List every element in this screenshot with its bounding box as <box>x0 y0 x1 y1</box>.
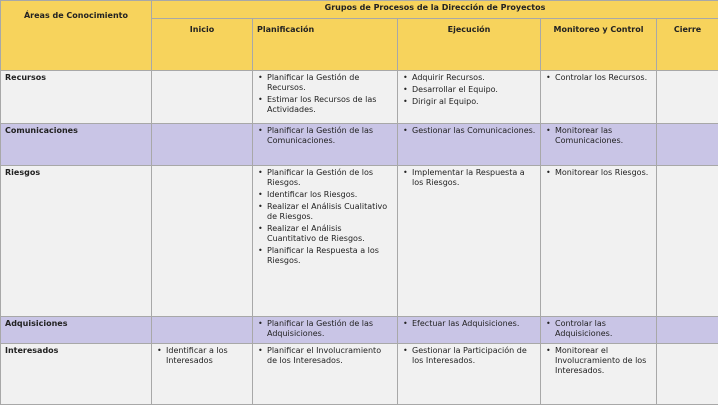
process-item: Planificar la Gestión de los Riesgos. <box>267 168 393 188</box>
header-column: Inicio <box>152 19 253 71</box>
process-cell <box>657 317 718 344</box>
process-cell <box>657 124 718 166</box>
header-column: Ejecución <box>398 19 541 71</box>
process-item: Monitorear el Involucramiento de los Int… <box>555 346 652 376</box>
process-cell: Monitorear los Riesgos. <box>541 166 657 317</box>
header-column: Monitoreo y Control <box>541 19 657 71</box>
area-name: Riesgos <box>1 166 152 317</box>
process-cell <box>657 344 718 405</box>
area-name: Recursos <box>1 71 152 124</box>
process-cell: Planificar la Gestión de las Adquisicion… <box>253 317 398 344</box>
process-item: Efectuar las Adquisiciones. <box>412 319 536 329</box>
process-cell: Gestionar las Comunicaciones. <box>398 124 541 166</box>
process-cell <box>152 166 253 317</box>
process-item: Controlar las Adquisiciones. <box>555 319 652 339</box>
process-item: Adquirir Recursos. <box>412 73 536 83</box>
process-cell <box>152 71 253 124</box>
process-cell <box>657 71 718 124</box>
process-item: Dirigir al Equipo. <box>412 97 536 107</box>
process-cell: Planificar la Gestión de las Comunicacio… <box>253 124 398 166</box>
process-item: Gestionar la Participación de los Intere… <box>412 346 536 366</box>
process-item: Desarrollar el Equipo. <box>412 85 536 95</box>
header-column: Planificación <box>253 19 398 71</box>
table-row: Riesgos Planificar la Gestión de los Ries… <box>1 166 718 317</box>
table-row: Interesados Identificar a los Interesados… <box>1 344 718 405</box>
process-cell: Planificar la Gestión de Recursos.Estima… <box>253 71 398 124</box>
process-item: Identificar los Riesgos. <box>267 190 393 200</box>
area-name: Comunicaciones <box>1 124 152 166</box>
process-cell <box>152 317 253 344</box>
process-item: Monitorear los Riesgos. <box>555 168 652 178</box>
area-name: Adquisiciones <box>1 317 152 344</box>
area-name: Interesados <box>1 344 152 405</box>
process-cell: Controlar las Adquisiciones. <box>541 317 657 344</box>
header-column: Cierre <box>657 19 718 71</box>
process-item: Planificar la Gestión de las Adquisicion… <box>267 319 393 339</box>
process-cell: Efectuar las Adquisiciones. <box>398 317 541 344</box>
process-cell: Implementar la Respuesta a los Riesgos. <box>398 166 541 317</box>
process-item: Identificar a los Interesados <box>166 346 248 366</box>
process-item: Monitorear las Comunicaciones. <box>555 126 652 146</box>
process-item: Estimar los Recursos de las Actividades. <box>267 95 393 115</box>
table-row: Recursos Planificar la Gestión de Recurso… <box>1 71 718 124</box>
process-item: Planificar la Gestión de las Comunicacio… <box>267 126 393 146</box>
header-groups: Grupos de Procesos de la Dirección de Pr… <box>152 1 718 19</box>
process-item: Planificar el Involucramiento de los Int… <box>267 346 393 366</box>
table-row: Comunicaciones Planificar la Gestión de l… <box>1 124 718 166</box>
process-cell <box>152 124 253 166</box>
header-areas: Áreas de Conocimiento <box>1 1 152 71</box>
process-cell: Monitorear el Involucramiento de los Int… <box>541 344 657 405</box>
process-cell <box>657 166 718 317</box>
process-item: Implementar la Respuesta a los Riesgos. <box>412 168 536 188</box>
process-cell: Monitorear las Comunicaciones. <box>541 124 657 166</box>
process-item: Planificar la Gestión de Recursos. <box>267 73 393 93</box>
process-item: Gestionar las Comunicaciones. <box>412 126 536 136</box>
process-item: Planificar la Respuesta a los Riesgos. <box>267 246 393 266</box>
process-cell: Planificar el Involucramiento de los Int… <box>253 344 398 405</box>
process-cell: Identificar a los Interesados <box>152 344 253 405</box>
table-row: Adquisiciones Planificar la Gestión de la… <box>1 317 718 344</box>
process-cell: Controlar los Recursos. <box>541 71 657 124</box>
process-item: Controlar los Recursos. <box>555 73 652 83</box>
process-item: Realizar el Análisis Cuantitativo de Rie… <box>267 224 393 244</box>
process-item: Realizar el Análisis Cualitativo de Ries… <box>267 202 393 222</box>
process-cell: Gestionar la Participación de los Intere… <box>398 344 541 405</box>
process-cell: Adquirir Recursos. Desarrollar el Equipo.… <box>398 71 541 124</box>
process-cell: Planificar la Gestión de los Riesgos. Ide… <box>253 166 398 317</box>
